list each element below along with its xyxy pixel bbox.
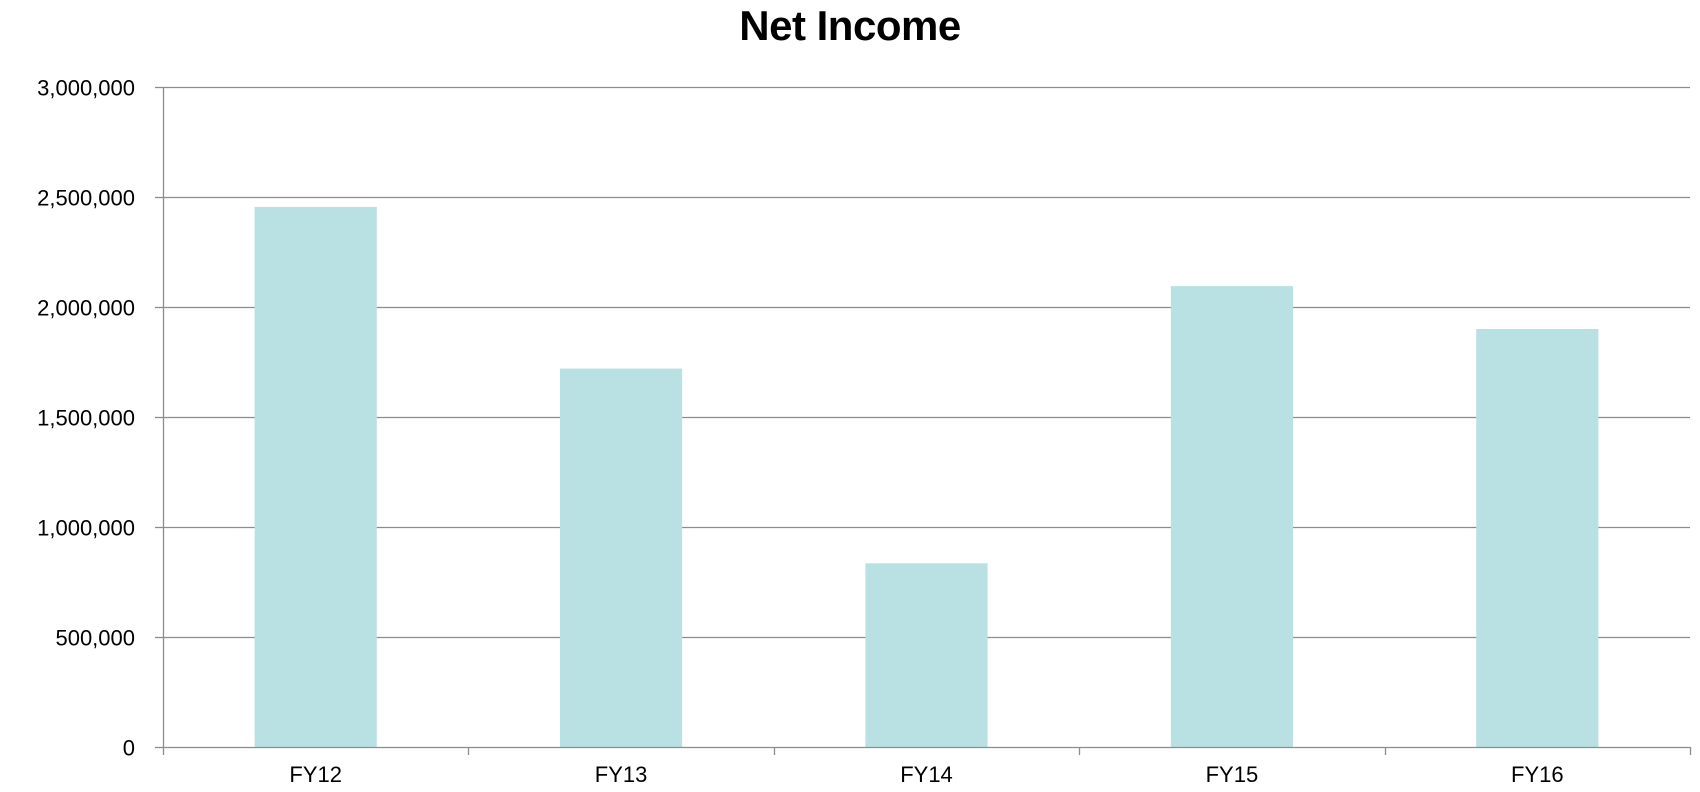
x-tick-label: FY13 bbox=[595, 762, 648, 787]
y-tick-labels: 0 500,000 1,000,000 1,500,000 2,000,000 2,500… bbox=[37, 76, 135, 761]
x-tick-label: FY14 bbox=[900, 762, 953, 787]
y-tick-label: 1,500,000 bbox=[37, 406, 135, 431]
chart-title: Net Income bbox=[739, 2, 961, 49]
y-tick-label: 500,000 bbox=[55, 626, 135, 651]
bar-fy16 bbox=[1476, 329, 1599, 747]
bar-fy15 bbox=[1170, 286, 1293, 747]
x-tick-labels: FY12 FY13 FY14 FY15 FY16 bbox=[289, 762, 1563, 787]
bar-fy12 bbox=[254, 206, 377, 747]
y-tick-label: 3,000,000 bbox=[37, 76, 135, 101]
bar-fy13 bbox=[560, 368, 683, 747]
bar-fy14 bbox=[865, 563, 988, 747]
x-tick-label: FY12 bbox=[289, 762, 342, 787]
y-tick-label: 1,000,000 bbox=[37, 516, 135, 541]
x-tick-label: FY15 bbox=[1206, 762, 1259, 787]
y-tick-label: 0 bbox=[123, 736, 135, 761]
bars bbox=[254, 206, 1599, 747]
axes bbox=[155, 86, 1692, 755]
gridlines bbox=[163, 86, 1690, 639]
y-tick-label: 2,500,000 bbox=[37, 186, 135, 211]
x-tick-label: FY16 bbox=[1511, 762, 1564, 787]
y-tick-label: 2,000,000 bbox=[37, 296, 135, 321]
